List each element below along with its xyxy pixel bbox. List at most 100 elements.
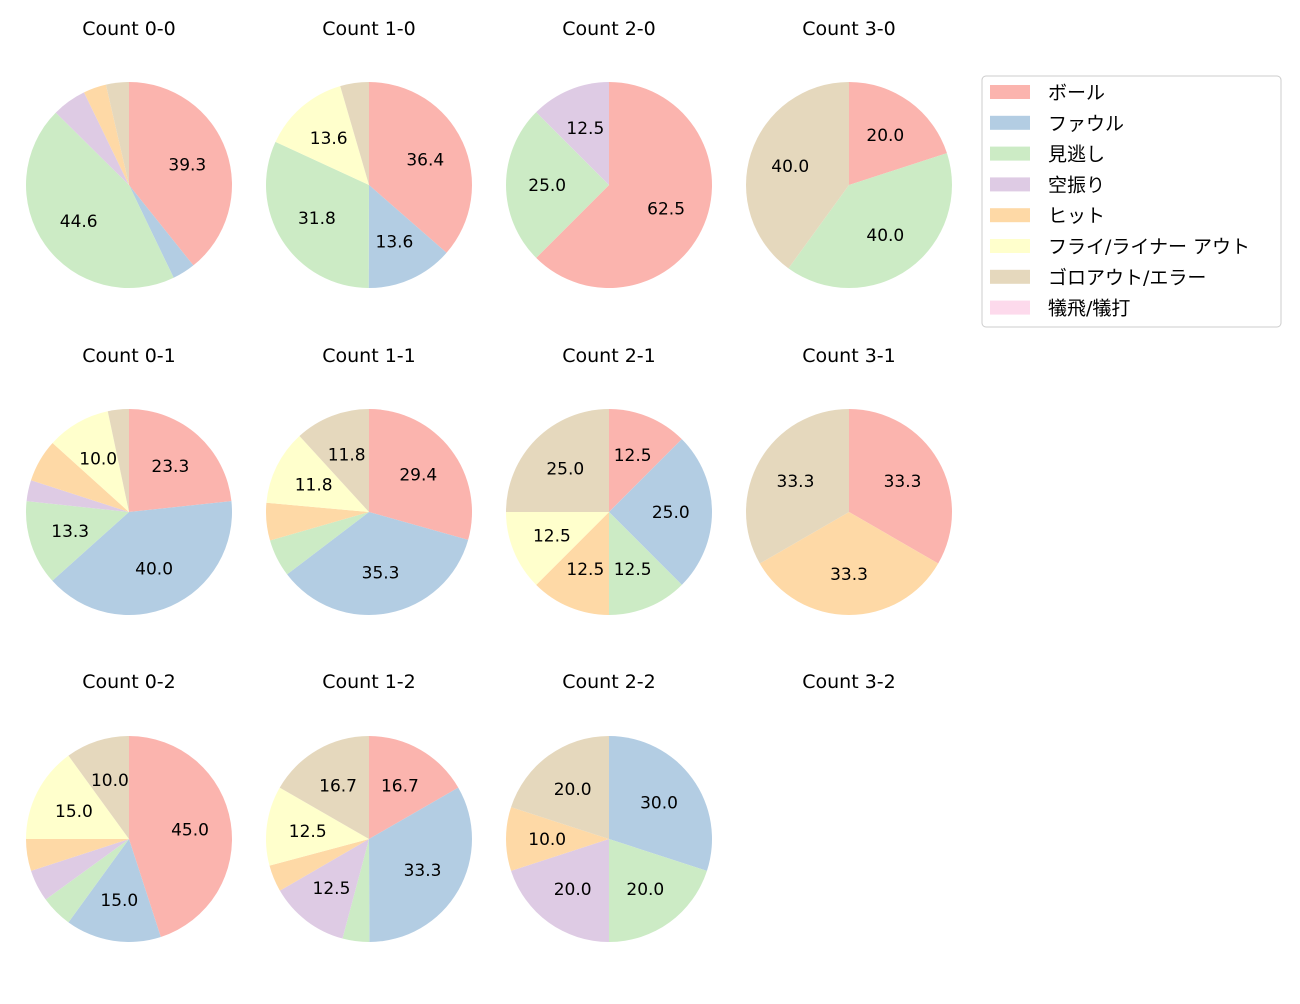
pie-slice xyxy=(511,839,609,942)
pie-slice xyxy=(129,82,232,266)
pie-title: Count 1-1 xyxy=(322,345,416,367)
pie-slice xyxy=(26,480,129,512)
slice-label: 40.0 xyxy=(866,226,904,246)
pie-slice xyxy=(505,112,609,258)
pie-slice xyxy=(55,92,129,185)
pie-title: Count 0-1 xyxy=(82,345,176,367)
pie-slice xyxy=(609,736,712,871)
pie-slice xyxy=(788,153,952,288)
slice-label: 13.6 xyxy=(376,232,414,252)
pie-slice xyxy=(31,442,129,512)
pie-slice xyxy=(266,787,369,866)
pie-slice xyxy=(31,839,129,900)
legend-label: フライ/ライナー アウト xyxy=(1048,236,1250,258)
pie-slice xyxy=(287,512,469,615)
pie-slice xyxy=(849,409,952,564)
slice-label: 36.4 xyxy=(406,150,444,170)
pie-slice xyxy=(279,736,369,839)
legend-label: 空振り xyxy=(1048,174,1105,196)
pie-slice xyxy=(45,839,129,923)
pie-slice xyxy=(275,86,369,185)
pie-slice xyxy=(25,112,174,289)
slice-label: 29.4 xyxy=(399,466,437,486)
legend-swatch xyxy=(990,85,1030,99)
slice-label: 35.3 xyxy=(362,564,400,584)
pie-slice xyxy=(279,839,369,939)
pie-title: Count 2-0 xyxy=(562,18,656,40)
slice-label: 11.8 xyxy=(295,476,333,496)
slice-label: 40.0 xyxy=(771,157,809,177)
slice-label: 13.3 xyxy=(51,522,89,542)
legend-label: 犠飛/犠打 xyxy=(1048,298,1130,320)
pie-slice xyxy=(269,839,369,891)
pie-slice xyxy=(506,512,609,585)
pie-slice xyxy=(609,439,712,585)
slice-label: 12.5 xyxy=(614,446,652,466)
pie-slice xyxy=(266,141,369,288)
pie-slice xyxy=(68,736,129,839)
slice-label: 16.7 xyxy=(381,776,419,796)
legend-swatch xyxy=(990,300,1030,315)
slice-label: 33.3 xyxy=(884,472,922,492)
pie-slice xyxy=(369,82,472,253)
pie-slice xyxy=(746,82,849,269)
legend-box xyxy=(981,75,1282,328)
pie-slice xyxy=(26,501,130,581)
pie-slice xyxy=(68,839,161,942)
slice-label: 11.8 xyxy=(328,445,366,465)
pie-slice xyxy=(299,409,369,512)
slice-label: 20.0 xyxy=(554,780,592,800)
slice-label: 33.3 xyxy=(404,861,442,881)
slice-label: 20.0 xyxy=(554,880,592,900)
slice-label: 25.0 xyxy=(546,459,584,479)
slice-label: 12.5 xyxy=(614,560,652,580)
pie-slice xyxy=(129,409,232,512)
pie-title: Count 2-2 xyxy=(562,671,656,693)
slice-label: 12.5 xyxy=(566,560,604,580)
pie-slice xyxy=(511,736,609,839)
pie-slice xyxy=(506,807,609,871)
slice-label: 10.0 xyxy=(91,771,129,791)
slice-label: 15.0 xyxy=(55,802,93,822)
slice-label: 44.6 xyxy=(60,212,98,232)
pie-slice xyxy=(342,839,370,942)
pie-title: Count 3-0 xyxy=(802,18,896,40)
slice-label: 25.0 xyxy=(528,176,566,196)
legend-label: ゴロアウト/エラー xyxy=(1048,267,1206,289)
legend-swatch xyxy=(990,239,1030,253)
pie-title: Count 0-0 xyxy=(82,18,176,40)
slice-label: 16.7 xyxy=(319,776,357,796)
slice-label: 12.5 xyxy=(289,822,327,842)
slice-label: 39.3 xyxy=(168,156,206,176)
pie-slice xyxy=(266,435,369,512)
pie-slice xyxy=(270,512,369,575)
pie-slice xyxy=(368,185,447,288)
slice-label: 10.0 xyxy=(528,830,566,850)
pie-slice xyxy=(52,411,129,512)
pie-slice xyxy=(609,839,707,942)
pie-slice xyxy=(759,512,939,615)
pie-slice xyxy=(609,512,682,615)
pie-slice xyxy=(506,409,609,512)
slice-label: 25.0 xyxy=(652,503,690,523)
pie-slice xyxy=(369,787,472,942)
legend-swatch xyxy=(990,146,1030,161)
pie-slice xyxy=(536,82,712,288)
pie-slice xyxy=(52,501,233,615)
legend-swatch xyxy=(990,269,1030,284)
slice-label: 33.3 xyxy=(777,472,815,492)
slice-label: 23.3 xyxy=(151,457,189,477)
pie-slice xyxy=(745,409,849,564)
pie-slice xyxy=(105,82,129,185)
pie-title: Count 1-0 xyxy=(322,18,416,40)
pie-title: Count 0-2 xyxy=(82,671,176,693)
pie-slice xyxy=(266,502,369,541)
pie-slice xyxy=(536,82,609,185)
pie-slice xyxy=(107,409,129,512)
slice-label: 12.5 xyxy=(566,119,604,139)
slice-label: 62.5 xyxy=(647,200,685,220)
legend-label: ボール xyxy=(1048,82,1105,104)
pie-slice xyxy=(129,736,232,937)
pie-slice xyxy=(369,409,472,540)
